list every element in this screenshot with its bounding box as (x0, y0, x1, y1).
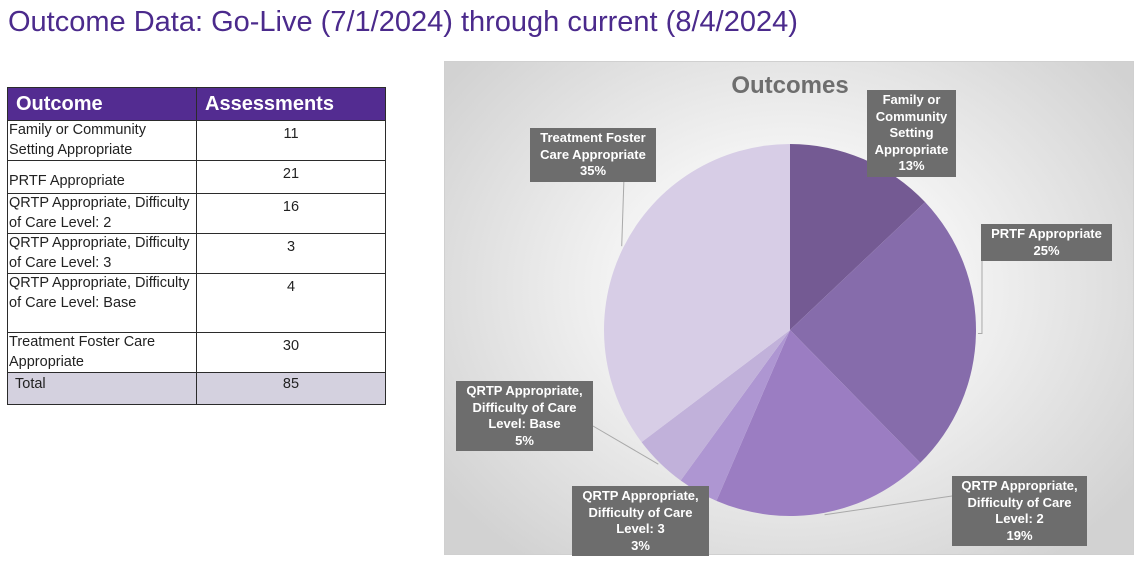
outcomes-table: Outcome Assessments Family or Community … (7, 87, 386, 405)
pie-chart: Outcomes Family or Community Setting Approp… (444, 61, 1134, 556)
total-label: Total (7, 372, 197, 405)
leader-line (824, 495, 953, 516)
row-value: 3 (196, 233, 386, 274)
table-header-row: Outcome Assessments (7, 87, 386, 121)
table-row: Family or Community Setting Appropriate … (7, 120, 386, 161)
table-row: QRTP Appropriate, Difficulty of Care Lev… (7, 233, 386, 274)
data-label-qrtp-base: QRTP Appropriate, Difficulty of Care Level… (456, 381, 593, 451)
total-value: 85 (196, 372, 386, 405)
row-label: QRTP Appropriate, Difficulty of Care Lev… (7, 233, 197, 274)
data-label-qrtp-level-2: QRTP Appropriate, Difficulty of Care Level… (952, 476, 1087, 546)
page-title: Outcome Data: Go-Live (7/1/2024) through… (8, 6, 798, 38)
pie-slice (641, 330, 790, 481)
row-value: 4 (196, 273, 386, 333)
pie-chart-svg (592, 144, 983, 548)
data-label-qrtp-level-3: QRTP Appropriate, Difficulty of Care Level… (572, 486, 709, 556)
pie-slice (604, 144, 790, 443)
data-label-prtf: PRTF Appropriate 25% (981, 224, 1112, 261)
row-label: Treatment Foster Care Appropriate (7, 332, 197, 373)
pie-slice (716, 330, 921, 516)
pie-slice (790, 144, 926, 330)
pie-slice (790, 202, 976, 463)
row-value: 16 (196, 193, 386, 234)
row-label: QRTP Appropriate, Difficulty of Care Lev… (7, 193, 197, 234)
pie-slice (680, 330, 790, 501)
row-label: PRTF Appropriate (7, 160, 197, 194)
table-row: PRTF Appropriate 21 (7, 160, 386, 194)
table-row: QRTP Appropriate, Difficulty of Care Lev… (7, 273, 386, 333)
row-label: QRTP Appropriate, Difficulty of Care Lev… (7, 273, 197, 333)
row-label: Family or Community Setting Appropriate (7, 120, 197, 161)
table-total-row: Total 85 (7, 372, 386, 405)
row-value: 11 (196, 120, 386, 161)
leader-line (977, 258, 983, 334)
chart-title: Outcomes (731, 72, 849, 99)
table-row: Treatment Foster Care Appropriate 30 (7, 332, 386, 373)
header-assessments: Assessments (196, 87, 386, 121)
leader-line (592, 425, 659, 465)
data-label-treatment-foster-care: Treatment Foster Care Appropriate 35% (530, 128, 656, 182)
data-label-family-community: Family or Community Setting Appropriate 13% (867, 90, 956, 177)
row-value: 21 (196, 160, 386, 194)
header-outcome: Outcome (7, 87, 197, 121)
row-value: 30 (196, 332, 386, 373)
table-row: QRTP Appropriate, Difficulty of Care Lev… (7, 193, 386, 234)
